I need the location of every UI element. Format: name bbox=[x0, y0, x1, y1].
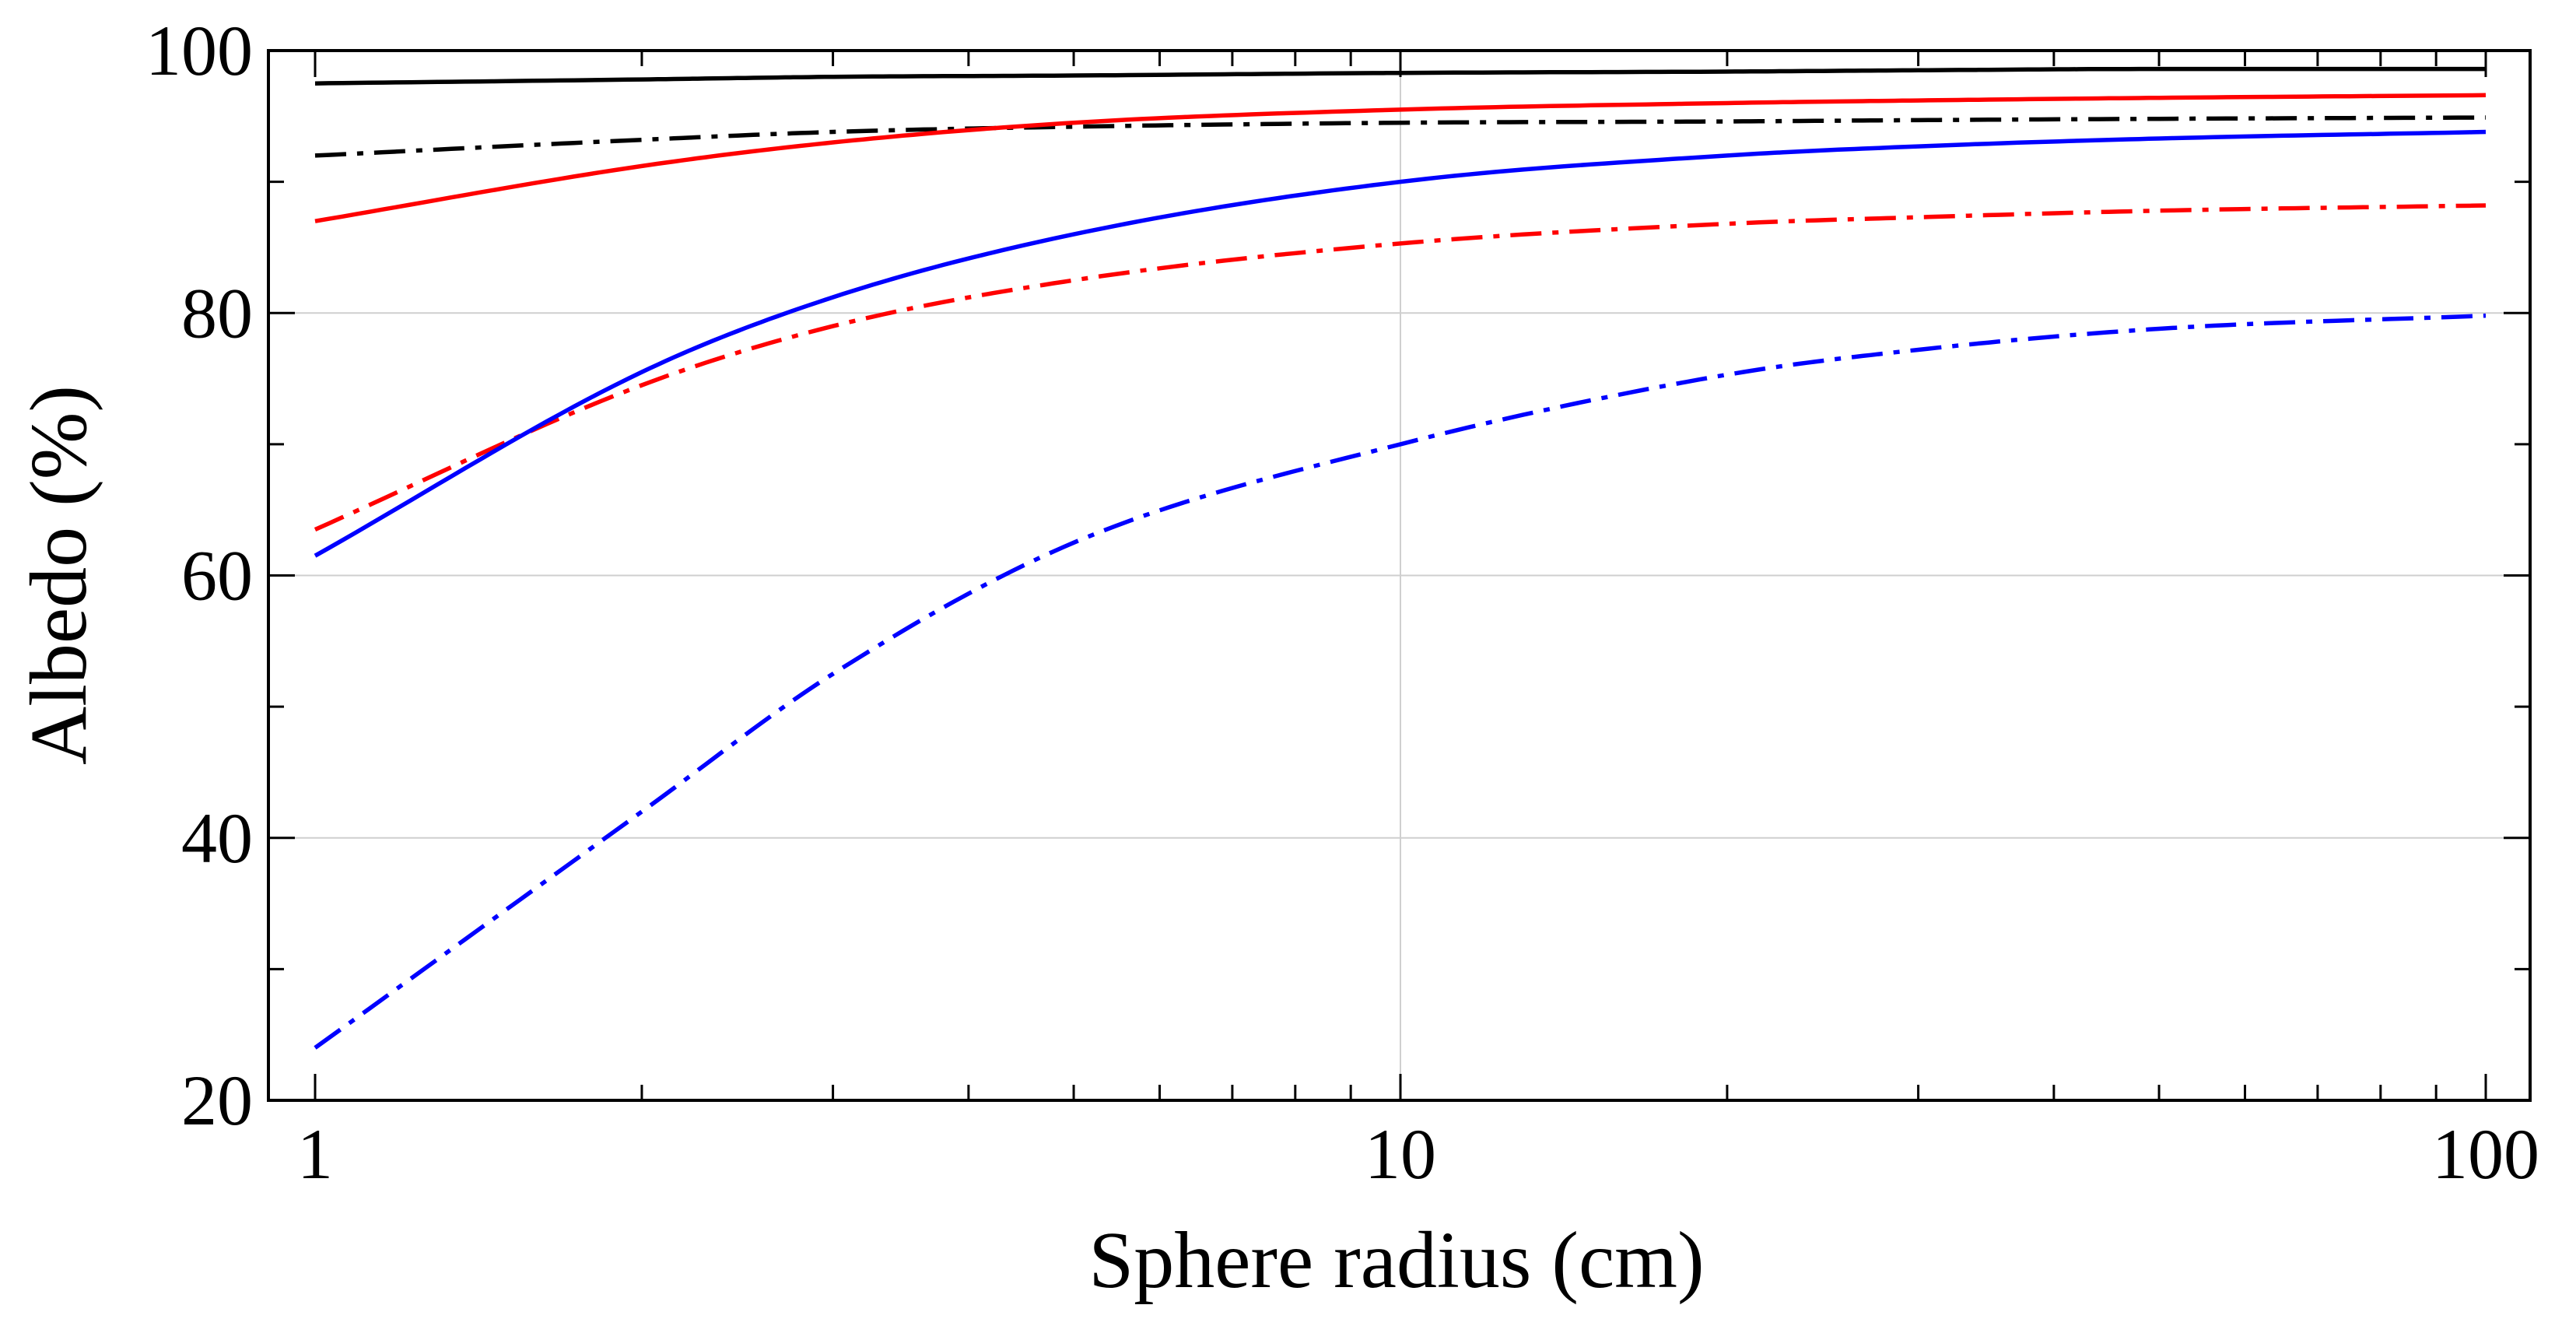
x-tick-label: 100 bbox=[2432, 1114, 2539, 1194]
plot-frame bbox=[267, 49, 2532, 1102]
series-line-blue-solid bbox=[314, 129, 2487, 558]
y-tick-label: 60 bbox=[181, 536, 253, 616]
x-tick-label: 1 bbox=[297, 1114, 333, 1194]
y-axis-title: Albedo (%) bbox=[14, 385, 103, 765]
series-line-blue-dashdot bbox=[314, 313, 2487, 1050]
y-tick-label: 80 bbox=[181, 273, 253, 353]
series-line-black-dashdot bbox=[314, 115, 2487, 158]
x-axis-title: Sphere radius (cm) bbox=[1088, 1216, 1704, 1305]
y-tick-label: 100 bbox=[145, 11, 253, 90]
series-line-red-solid bbox=[314, 93, 2487, 223]
x-tick-label: 10 bbox=[1365, 1114, 1436, 1194]
series-layer bbox=[314, 66, 2487, 1050]
series-line-red-dashdot bbox=[314, 203, 2487, 532]
series-line-black-solid bbox=[314, 66, 2486, 86]
grid-layer bbox=[268, 51, 2530, 1100]
y-tick-label: 20 bbox=[181, 1061, 253, 1140]
y-tick-label: 40 bbox=[181, 798, 253, 878]
tick-label-layer: 1 10 100 20 40 60 80 100 bbox=[145, 11, 2539, 1194]
tick-layer bbox=[268, 49, 2530, 1102]
